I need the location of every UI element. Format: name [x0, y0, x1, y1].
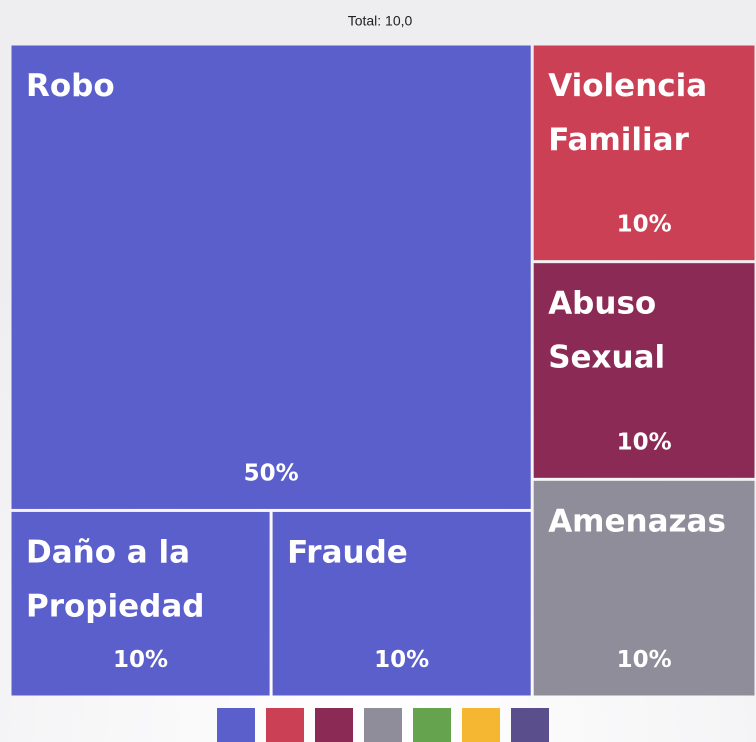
value-label: 10% — [617, 429, 672, 455]
chart-title: Total: 10,0 — [348, 13, 413, 29]
label-line: Fraude — [287, 534, 408, 570]
treemap-cell — [533, 263, 755, 478]
treemap-cell — [11, 511, 270, 696]
value-label: 50% — [244, 460, 299, 486]
treemap-cell — [272, 511, 531, 696]
legend-swatch — [217, 708, 255, 742]
legend-swatch — [462, 708, 500, 742]
treemap-cell — [533, 480, 755, 696]
value-label: 10% — [617, 212, 672, 238]
legend-swatch — [511, 708, 549, 742]
label-line: Propiedad — [26, 588, 204, 624]
cell-label: Amenazas — [548, 503, 726, 539]
cell-label: Violencia Familiar — [548, 68, 707, 158]
legend-swatch — [266, 708, 304, 742]
label-line: Daño a la — [26, 534, 190, 570]
value-label: 10% — [617, 647, 672, 673]
value-label: 10% — [374, 647, 429, 673]
cell-label: Fraude — [287, 534, 408, 570]
cell-label: Abuso Sexual — [548, 286, 665, 376]
cell-label: Robo — [26, 68, 115, 104]
legend-swatch — [413, 708, 451, 742]
label-line: Violencia — [548, 68, 707, 104]
treemap-cell — [11, 45, 531, 509]
label-line: Abuso — [548, 286, 656, 322]
label-line: Sexual — [548, 340, 665, 376]
treemap-cell — [533, 45, 755, 261]
legend-swatch — [315, 708, 353, 742]
cell-label: Daño a la Propiedad — [26, 534, 204, 624]
legend-swatch — [364, 708, 402, 742]
label-line: Amenazas — [548, 503, 726, 539]
label-line: Robo — [26, 68, 115, 104]
label-line: Familiar — [548, 122, 689, 158]
value-label: 10% — [113, 647, 168, 673]
